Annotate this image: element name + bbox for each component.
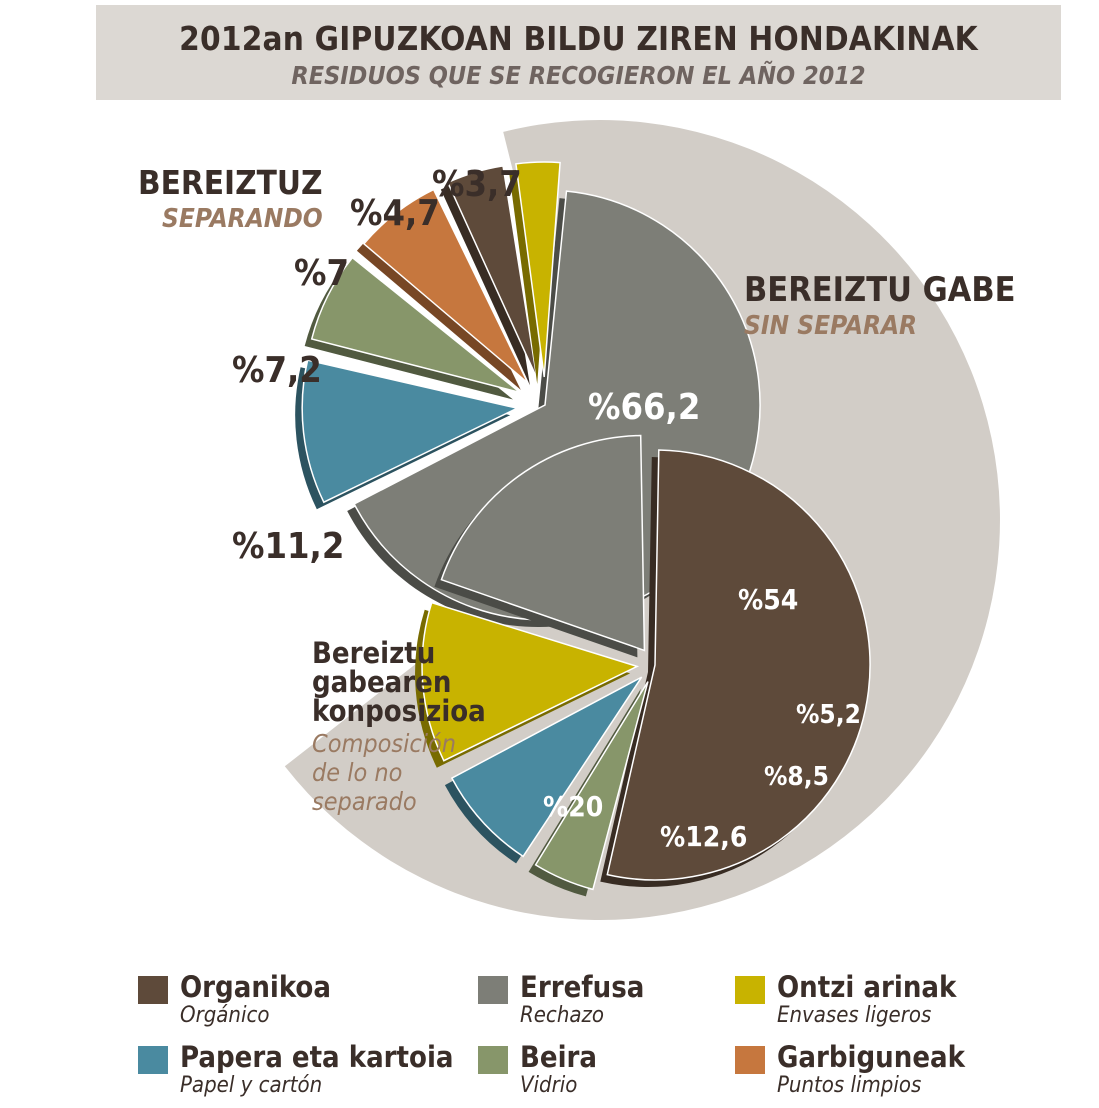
pie2-slice-light_packaging [421,601,640,762]
composition-subtitle-line-3: separado [312,787,417,816]
legend-swatch-organic [138,976,168,1004]
legend-swatch-clean-points [735,1046,765,1074]
pie1-slice-organic [446,165,538,379]
pie2-slice-paper [450,676,643,858]
unseparated-title: BEREIZTU GABE [744,270,1016,310]
legend-label: Ontzi arinak [777,970,957,1004]
legend-sublabel: Orgánico [180,1003,270,1028]
composition-title-line-1: Bereiztu [312,636,436,670]
pie2-slice-organic [606,449,871,881]
separated-subtitle: SEPARANDO [162,204,323,234]
legend-sublabel: Puntos limpios [777,1073,922,1098]
legend-sublabel: Envases ligeros [777,1003,932,1028]
slice-label-paper: %11,2 [232,526,345,567]
slice-label-organic: %4,7 [350,193,440,234]
slice-label-reject: %66,2 [588,387,701,428]
legend-sublabel: Papel y cartón [180,1073,323,1098]
legend-swatch-paper [138,1046,168,1074]
slice-label-glass: %7,2 [232,350,322,391]
slice-label-glass-2: %5,2 [796,700,861,730]
unseparated-composition-pie [415,434,871,897]
composition-title-line-3: konposizioa [312,694,486,728]
composition-subtitle-line-2: de lo no [312,758,403,787]
legend-label: Beira [520,1040,597,1074]
pie1-slice-light_packaging [515,161,561,378]
slice-label-organic-2: %54 [738,583,799,616]
pie1-slice-paper [301,359,520,504]
pie2-slice-glass [534,681,649,891]
chart-title: 2012an GIPUZKOAN BILDU ZIREN HONDAKINAK [179,19,978,58]
legend-label: Organikoa [180,970,331,1004]
slice-label-clean-points: %7 [294,253,349,294]
composition-subtitle-line-1: Composición [312,729,457,758]
pie1-slice-shadow-organic [440,172,530,386]
legend-swatch-light-packaging [735,976,765,1004]
slice-label-light-packaging-2: %12,6 [660,820,748,853]
unseparated-subtitle: SIN SEPARAR [744,311,918,341]
title-band: 2012an GIPUZKOAN BILDU ZIREN HONDAKINAK … [96,5,1061,100]
separated-title: BEREIZTUZ [138,163,323,202]
slice-label-paper-2: %8,5 [764,762,829,792]
pie1-slice-clean_points [362,188,529,384]
slice-label-reject-2: %20 [543,790,604,823]
slice-label-light-packaging: %3,7 [432,164,522,205]
chart-subtitle: RESIDUOS QUE SE RECOGIERON EL AÑO 2012 [291,61,866,90]
legend-swatch-reject [478,976,508,1004]
legend-label: Garbiguneak [777,1040,965,1074]
legend-sublabel: Vidrio [520,1073,578,1098]
legend-swatch-glass [478,1046,508,1074]
composition-title-line-2: gabearen [312,665,452,699]
pie2-slice-reject [440,434,646,652]
legend-sublabel: Rechazo [520,1003,604,1028]
legend-label: Papera eta kartoia [180,1040,454,1074]
pie1-slice-glass [310,256,521,394]
legend-label: Errefusa [520,970,645,1004]
